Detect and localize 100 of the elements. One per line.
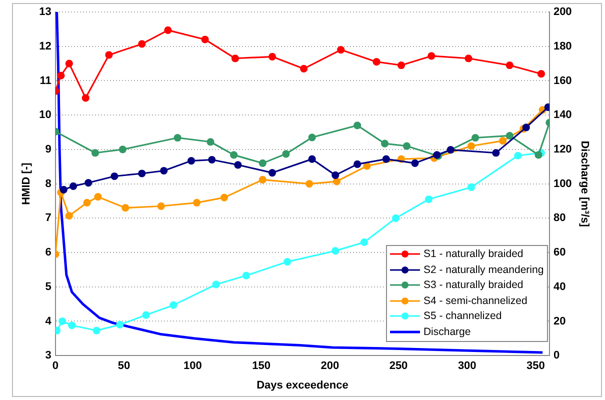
legend-label: S1 - naturally braided <box>423 248 524 260</box>
y2-tick-label: 80 <box>553 212 566 224</box>
x-tick-label: 100 <box>183 360 202 372</box>
x-tick-label: 350 <box>526 360 545 372</box>
x-tick-label: 300 <box>458 360 476 372</box>
point <box>300 64 308 72</box>
point <box>402 142 411 150</box>
y2-tick-label: 180 <box>553 40 572 52</box>
x-tick-label: 250 <box>389 360 408 372</box>
point <box>116 320 124 328</box>
point <box>392 214 400 222</box>
point <box>382 155 390 163</box>
y2-tick-label: 160 <box>553 74 572 87</box>
point <box>308 155 316 163</box>
point <box>332 171 340 180</box>
point <box>268 52 276 60</box>
point <box>472 134 480 142</box>
point <box>57 72 65 80</box>
point <box>492 149 500 157</box>
point <box>192 198 201 206</box>
point <box>68 322 76 330</box>
point <box>498 137 507 145</box>
point <box>506 61 514 70</box>
point <box>220 194 228 202</box>
legend-label: S2 - naturally meandering <box>423 264 544 276</box>
x-tick-label: 50 <box>118 360 130 372</box>
point <box>65 212 73 220</box>
y-tick-label: 4 <box>45 315 52 328</box>
point <box>446 146 454 154</box>
y-tick-label: 11 <box>40 74 52 87</box>
point <box>537 70 546 78</box>
y-tick-label: 10 <box>39 109 52 122</box>
point <box>160 166 168 175</box>
point <box>206 138 214 146</box>
legend-label: Discharge <box>423 326 471 338</box>
point <box>522 124 530 132</box>
point <box>65 60 73 68</box>
point <box>397 61 406 70</box>
point <box>83 198 91 206</box>
point <box>138 170 146 178</box>
point <box>428 52 436 60</box>
point <box>157 202 165 210</box>
point <box>258 176 266 184</box>
point <box>308 134 316 142</box>
point <box>258 159 266 167</box>
point <box>234 161 242 169</box>
y-tick-label: 7 <box>45 212 52 224</box>
x-tick-label: 200 <box>320 360 340 372</box>
y2-axis-title: Discharge [m³/s] <box>578 140 590 228</box>
point <box>467 183 476 192</box>
point <box>464 54 472 62</box>
point <box>212 280 220 288</box>
y-tick-label: 8 <box>45 178 52 190</box>
point <box>69 182 78 190</box>
y2-tick-label: 40 <box>553 280 566 293</box>
point <box>58 317 66 326</box>
y-tick-label: 9 <box>45 143 52 156</box>
point <box>282 150 290 158</box>
y2-tick-label: 100 <box>553 178 572 190</box>
point <box>170 301 178 309</box>
y2-tick-label: 200 <box>553 6 572 18</box>
point <box>332 247 340 255</box>
point <box>411 159 419 167</box>
point <box>138 40 146 48</box>
x-axis-title: Days exceedence <box>256 379 348 392</box>
y2-tick-label: 60 <box>553 246 566 259</box>
y-tick-label: 3 <box>45 350 52 362</box>
y-tick-label: 12 <box>39 40 52 52</box>
point <box>231 54 239 62</box>
y-tick-label: 6 <box>45 246 52 259</box>
point <box>268 169 276 177</box>
point <box>118 146 126 154</box>
y-axis-title: HMID [-] <box>20 162 33 205</box>
point <box>142 311 150 319</box>
point <box>122 204 130 212</box>
y2-tick-label: 20 <box>553 315 566 328</box>
point <box>467 142 476 150</box>
point <box>514 152 522 160</box>
point <box>187 156 196 165</box>
point <box>105 51 113 59</box>
point <box>360 238 368 246</box>
legend-label: S5 - channelized <box>423 310 502 322</box>
point <box>380 140 389 148</box>
y2-tick-label: 140 <box>553 109 572 122</box>
point <box>84 178 92 187</box>
point <box>94 193 102 201</box>
point <box>60 186 68 194</box>
y2-tick-label: 120 <box>553 143 572 156</box>
y-tick-label: 13 <box>39 6 52 18</box>
legend-label: S3 - naturally braided <box>423 279 524 292</box>
point <box>91 149 100 157</box>
x-tick-label: 150 <box>252 360 270 372</box>
point <box>337 46 345 54</box>
point <box>164 26 172 34</box>
legend-label: S4 - semi-channelized <box>423 294 528 307</box>
point <box>208 156 216 164</box>
point <box>284 258 292 266</box>
point <box>354 122 362 130</box>
point <box>174 134 182 142</box>
point <box>110 172 118 180</box>
